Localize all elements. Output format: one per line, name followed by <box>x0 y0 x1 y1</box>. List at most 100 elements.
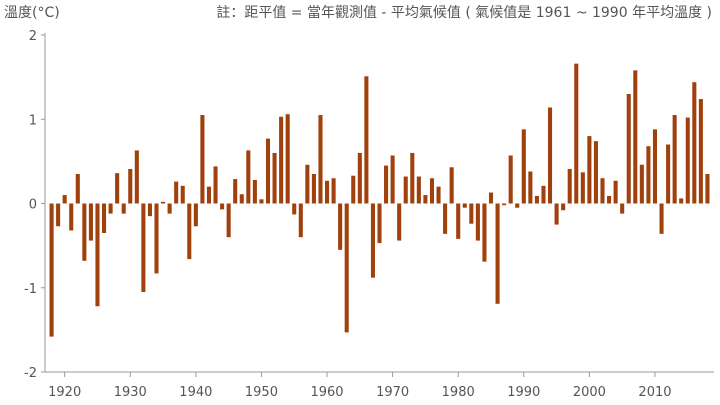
x-tick-label: 2010 <box>638 385 671 400</box>
x-tick-label: 1950 <box>245 385 278 400</box>
bar-2000 <box>587 136 592 204</box>
bar-1963 <box>344 203 349 333</box>
bar-1991 <box>528 171 533 204</box>
bar-1978 <box>443 203 448 234</box>
y-tick-label: 0 <box>29 198 37 213</box>
bar-2004 <box>613 180 618 204</box>
bar-2011 <box>659 203 664 234</box>
bar-1948 <box>246 150 251 204</box>
bar-1980 <box>456 203 461 239</box>
bar-1981 <box>462 203 467 208</box>
bar-1942 <box>206 186 212 204</box>
bar-1937 <box>174 181 179 204</box>
bar-2001 <box>593 141 598 204</box>
bar-1920 <box>62 195 67 204</box>
bar-1996 <box>561 203 566 211</box>
y-tick-label: 2 <box>29 29 37 44</box>
bar-1949 <box>252 179 257 204</box>
bar-1925 <box>95 203 100 307</box>
y-tick-label: 1 <box>29 113 37 128</box>
bar-1982 <box>469 203 474 224</box>
bar-1935 <box>161 201 166 204</box>
bars-group <box>49 63 710 337</box>
bar-1946 <box>233 179 238 204</box>
bar-2007 <box>633 70 638 204</box>
bar-1976 <box>429 178 435 204</box>
bar-1941 <box>200 115 205 204</box>
bar-1998 <box>574 63 579 204</box>
x-tick-label: 1920 <box>48 385 81 400</box>
bar-1918 <box>49 203 54 337</box>
bar-1960 <box>325 180 330 204</box>
bar-1923 <box>82 203 87 261</box>
bar-1954 <box>285 114 290 204</box>
bar-1921 <box>69 203 74 231</box>
bar-1962 <box>338 203 343 250</box>
bar-1990 <box>521 129 526 204</box>
bar-2012 <box>666 144 671 204</box>
bar-1967 <box>370 203 375 278</box>
bar-1974 <box>416 176 421 204</box>
axes-group <box>44 33 714 373</box>
bar-1985 <box>488 192 494 204</box>
bar-1952 <box>272 152 277 204</box>
bar-2005 <box>620 203 625 214</box>
bar-1997 <box>567 168 572 204</box>
bar-1933 <box>147 203 152 217</box>
bar-1939 <box>187 203 192 260</box>
bar-2002 <box>600 178 605 204</box>
bar-1971 <box>397 203 402 241</box>
x-tick-label: 1980 <box>442 385 475 400</box>
bar-1995 <box>554 203 559 225</box>
y-tick-label: -2 <box>24 366 37 381</box>
bar-1975 <box>423 195 428 204</box>
bar-1938 <box>180 185 185 204</box>
bar-1959 <box>318 115 323 204</box>
bar-2014 <box>679 198 684 204</box>
bar-1955 <box>292 203 297 215</box>
y-tick-label: -1 <box>24 282 37 297</box>
bar-1951 <box>265 138 271 204</box>
ticks-group: -2 -1 0 1 2 1920 1930 1940 1950 1960 1970 1980 1990 2… <box>24 29 671 400</box>
bar-2018 <box>705 174 710 204</box>
bar-1966 <box>364 76 369 204</box>
bar-1944 <box>220 203 225 210</box>
bar-1986 <box>495 203 500 304</box>
bar-1947 <box>239 194 244 204</box>
bar-2003 <box>607 195 612 204</box>
x-tick-label: 1960 <box>310 385 343 400</box>
chart-note: 註：距平值 = 當年觀測值 - 平均氣候值 ( 氣候值是 1961 ~ 1990… <box>216 5 712 21</box>
bar-1984 <box>482 203 487 262</box>
bar-1956 <box>298 203 303 238</box>
bar-1968 <box>377 203 382 244</box>
bar-1931 <box>134 150 139 204</box>
bar-1919 <box>56 203 61 227</box>
bar-1929 <box>121 203 126 214</box>
bar-1950 <box>259 199 264 204</box>
y-axis-label: 溫度(°C) <box>4 5 60 21</box>
bar-2017 <box>698 99 703 204</box>
bar-1992 <box>534 195 539 204</box>
bar-2016 <box>692 82 697 204</box>
bar-1940 <box>193 203 198 227</box>
bar-2013 <box>672 115 677 204</box>
bar-1973 <box>410 152 415 204</box>
bar-1972 <box>403 176 408 204</box>
bar-1932 <box>141 203 146 292</box>
bar-1989 <box>515 203 520 208</box>
bar-1969 <box>384 165 389 204</box>
bar-1965 <box>357 152 362 204</box>
bar-1922 <box>75 174 80 204</box>
bar-1953 <box>279 116 284 204</box>
bar-1964 <box>351 175 356 204</box>
bar-1943 <box>213 166 218 204</box>
x-tick-label: 1940 <box>179 385 212 400</box>
x-tick-label: 1930 <box>114 385 147 400</box>
bar-1934 <box>154 203 159 274</box>
bar-2010 <box>652 129 658 204</box>
bar-1983 <box>475 203 480 241</box>
bar-1961 <box>331 178 336 204</box>
bar-1999 <box>580 172 585 204</box>
x-tick-label: 1970 <box>376 385 409 400</box>
